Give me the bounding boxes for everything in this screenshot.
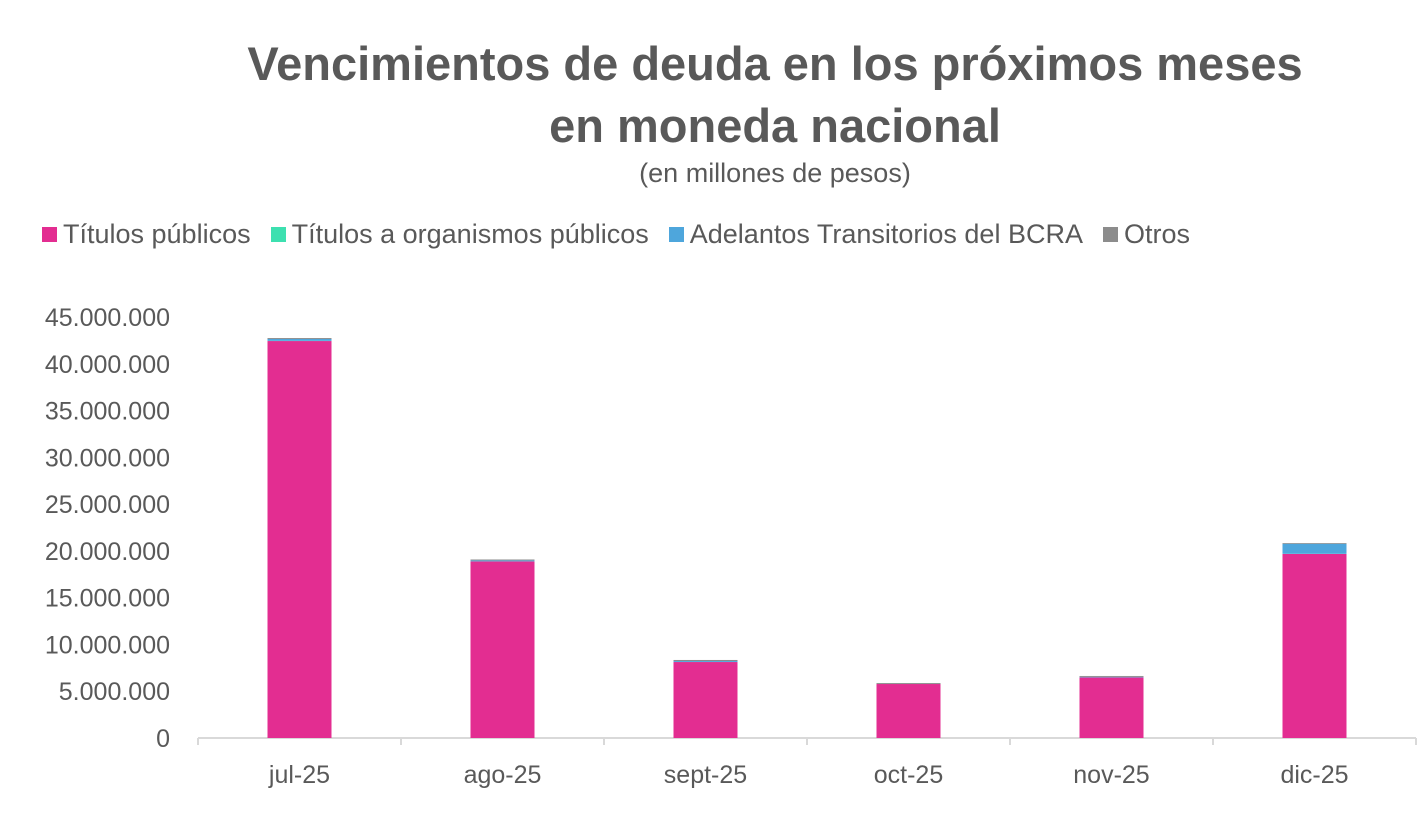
bar-segment <box>1282 543 1347 554</box>
legend-swatch <box>1102 227 1118 242</box>
bar-segment <box>267 341 332 738</box>
x-tick-label: sept-25 <box>664 761 747 789</box>
legend-swatch <box>270 227 286 242</box>
legend-item: Otros <box>1102 219 1190 250</box>
y-tick-label: 35.000.000 <box>45 398 170 426</box>
legend-label: Otros <box>1123 219 1190 249</box>
bar-segment <box>470 560 535 562</box>
bar-segment <box>1282 543 1347 544</box>
legend-label: Títulos a organismos públicos <box>291 219 649 249</box>
y-tick-label: 30.000.000 <box>45 444 170 472</box>
bar-segment <box>267 338 332 341</box>
legend-swatch <box>42 227 57 242</box>
y-tick-label: 20.000.000 <box>45 538 170 566</box>
bar-segment <box>267 338 332 339</box>
bar-segment <box>1282 553 1347 738</box>
y-tick-label: 40.000.000 <box>45 351 170 379</box>
legend-item: Adelantos Transitorios del BCRA <box>668 219 1083 250</box>
chart-title-line1: Vencimientos de deuda en los próximos me… <box>247 37 1303 90</box>
x-tick-label: oct-25 <box>874 761 943 789</box>
x-tick-label: ago-25 <box>464 761 542 789</box>
y-tick-label: 25.000.000 <box>45 491 170 519</box>
bar-segment <box>673 661 738 662</box>
legend-label: Títulos públicos <box>63 219 251 249</box>
y-tick-label: 45.000.000 <box>45 304 170 332</box>
y-tick-label: 15.000.000 <box>45 585 170 613</box>
x-tick-label: jul-25 <box>268 761 330 789</box>
legend: Títulos públicos Títulos a organismos púb… <box>42 219 1190 250</box>
chart-title-line2: en moneda nacional <box>549 99 1001 152</box>
y-tick-label: 5.000.000 <box>59 678 170 706</box>
bar-segment <box>470 561 535 738</box>
y-tick-label: 0 <box>156 725 170 753</box>
bar-segment <box>876 684 941 738</box>
bar-segment <box>1079 677 1144 738</box>
bar-segment <box>470 559 535 561</box>
y-tick-label: 10.000.000 <box>45 631 170 659</box>
chart-subtitle: (en millones de pesos) <box>639 158 911 188</box>
legend-item: Títulos a organismos públicos <box>270 219 649 250</box>
x-tick-label: dic-25 <box>1280 761 1348 789</box>
legend-swatch <box>668 227 684 242</box>
x-tick-label: nov-25 <box>1073 761 1149 789</box>
bar-segment <box>876 682 941 684</box>
legend-label: Adelantos Transitorios del BCRA <box>689 219 1083 249</box>
bar-segment <box>673 662 738 738</box>
bar-segment <box>1079 675 1144 677</box>
legend-item: Títulos públicos <box>42 219 251 250</box>
bar-segment <box>673 659 738 662</box>
